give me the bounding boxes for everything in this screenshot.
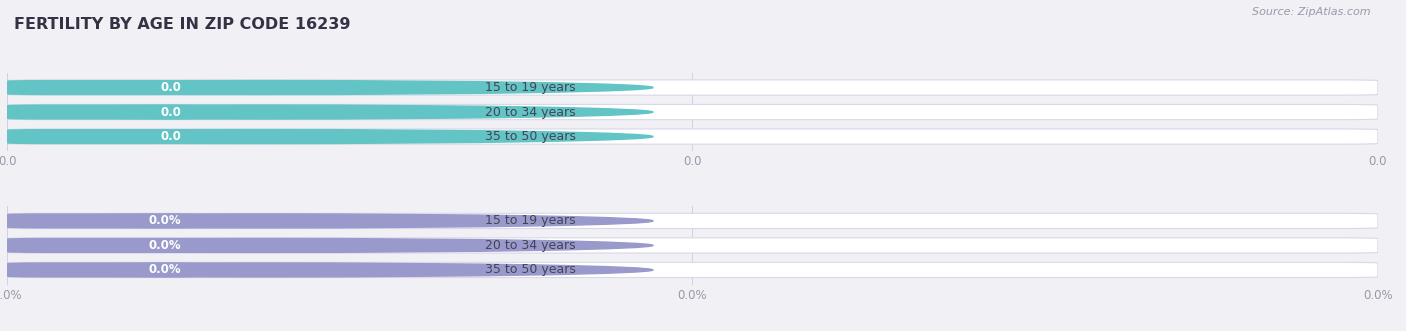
Circle shape	[0, 214, 652, 228]
FancyBboxPatch shape	[7, 262, 1378, 278]
FancyBboxPatch shape	[7, 80, 193, 95]
Text: 0.0: 0.0	[160, 106, 181, 118]
Circle shape	[0, 263, 652, 277]
Text: 35 to 50 years: 35 to 50 years	[485, 263, 576, 276]
Circle shape	[0, 129, 652, 144]
Text: 15 to 19 years: 15 to 19 years	[485, 214, 576, 227]
Text: 20 to 34 years: 20 to 34 years	[485, 239, 576, 252]
Text: FERTILITY BY AGE IN ZIP CODE 16239: FERTILITY BY AGE IN ZIP CODE 16239	[14, 17, 350, 31]
Circle shape	[0, 238, 652, 253]
Circle shape	[0, 80, 652, 95]
FancyBboxPatch shape	[7, 213, 1378, 228]
FancyBboxPatch shape	[7, 105, 193, 119]
Text: 35 to 50 years: 35 to 50 years	[485, 130, 576, 143]
Circle shape	[0, 105, 652, 119]
Text: 0.0%: 0.0%	[149, 214, 181, 227]
FancyBboxPatch shape	[7, 262, 193, 278]
FancyBboxPatch shape	[7, 80, 1378, 95]
Text: Source: ZipAtlas.com: Source: ZipAtlas.com	[1253, 7, 1371, 17]
FancyBboxPatch shape	[7, 129, 1378, 144]
Text: 0.0: 0.0	[160, 81, 181, 94]
Text: 0.0%: 0.0%	[149, 239, 181, 252]
FancyBboxPatch shape	[7, 105, 1378, 119]
Text: 20 to 34 years: 20 to 34 years	[485, 106, 576, 118]
Text: 15 to 19 years: 15 to 19 years	[485, 81, 576, 94]
FancyBboxPatch shape	[7, 238, 1378, 253]
FancyBboxPatch shape	[7, 213, 193, 228]
FancyBboxPatch shape	[7, 129, 193, 144]
FancyBboxPatch shape	[7, 238, 193, 253]
Text: 0.0%: 0.0%	[149, 263, 181, 276]
Text: 0.0: 0.0	[160, 130, 181, 143]
